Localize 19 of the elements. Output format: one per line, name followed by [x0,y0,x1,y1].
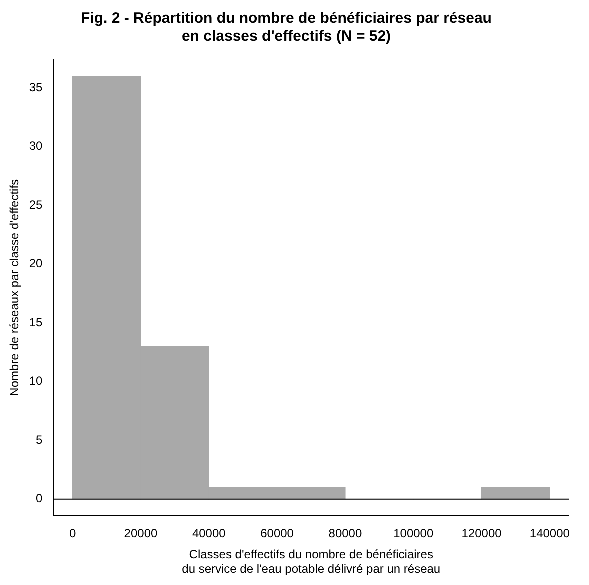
y-tick-label: 10 [29,374,44,388]
x-tick-label: 60000 [260,526,294,540]
x-tick-label: 80000 [328,526,362,540]
x-tick-label: 20000 [124,526,158,540]
y-tick-label: 30 [29,139,44,154]
y-tick-label: 15 [29,315,44,330]
y-tick-label: 0 [36,492,44,506]
x-axis-title: Classes d'effectifs du nombre de bénéficiaires du service de l'eau potable délivré par un réseau [182,548,441,576]
x-tick-label: 120000 [462,526,502,540]
x-tick-label: 140000 [530,526,570,540]
x-tick-label: 100000 [394,526,434,540]
y-tick-label: 25 [29,198,44,212]
y-tick-label: 5 [36,432,44,447]
y-axis-title: Nombre de réseaux par classe d'effectifs [8,179,22,396]
chart-title: Fig. 2 - Répartition du nombre de bénéficiaires par réseau en classes d'effectifs (N = 52) [81,10,492,46]
x-tick-label: 0 [69,526,76,540]
x-tick-label: 40000 [192,526,226,540]
y-tick-label: 35 [29,80,44,95]
y-tick-label: 20 [29,256,44,271]
